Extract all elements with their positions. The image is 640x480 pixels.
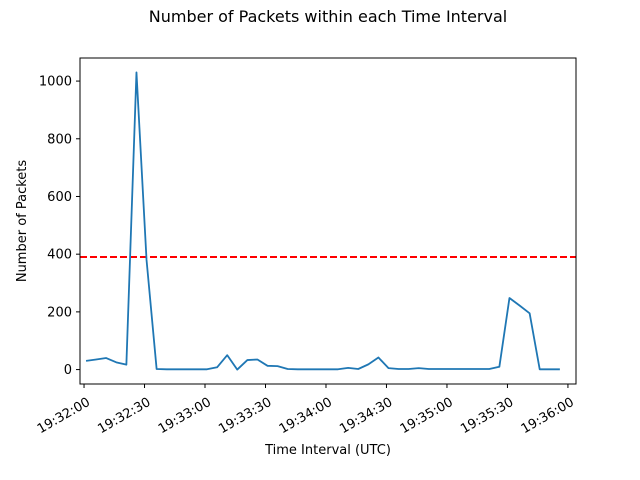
packets-series-line [85, 71, 560, 371]
y-tick-label: 600 [47, 190, 72, 205]
x-tick-label: 19:36:00 [519, 395, 577, 437]
y-tick-label: 0 [64, 363, 72, 378]
x-tick-label: 19:32:00 [35, 395, 93, 437]
y-axis: 0 200 400 600 800 1000 [39, 75, 80, 378]
x-tick-label: 19:35:30 [458, 395, 516, 437]
x-axis: 19:32:00 19:32:30 19:33:00 19:33:30 19:34:00… [35, 384, 577, 437]
x-tick-label: 19:34:00 [277, 395, 335, 437]
x-tick-label: 19:33:00 [156, 395, 214, 437]
axes-frame [79, 57, 577, 385]
y-tick-label: 800 [47, 132, 72, 147]
x-tick-label: 19:32:30 [95, 395, 153, 437]
y-tick-label: 1000 [39, 75, 72, 90]
chart-title: Number of Packets within each Time Inter… [149, 7, 507, 26]
plot-area [79, 57, 577, 385]
y-axis-label: Number of Packets [15, 160, 30, 283]
x-tick-label: 19:34:30 [337, 395, 395, 437]
y-tick-label: 400 [47, 248, 72, 263]
x-axis-label: Time Interval (UTC) [264, 443, 391, 458]
x-tick-label: 19:35:00 [398, 395, 456, 437]
x-tick-label: 19:33:30 [216, 395, 274, 437]
y-tick-label: 200 [47, 305, 72, 320]
